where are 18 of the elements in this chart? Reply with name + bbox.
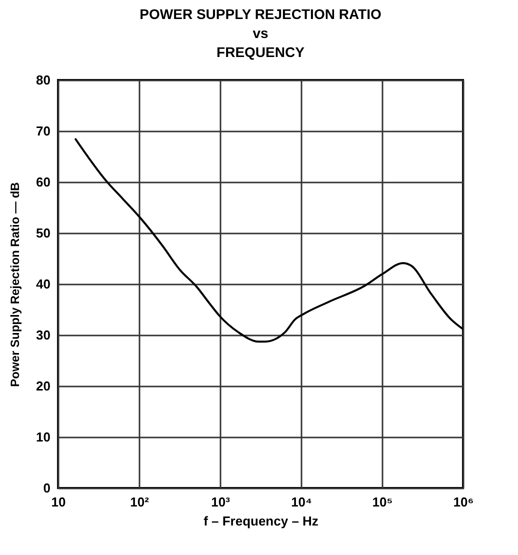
y-tick-label: 30 xyxy=(36,328,50,342)
x-tick-label: 10 xyxy=(51,494,66,510)
y-axis-title: Power Supply Rejection Ratio — dB xyxy=(8,182,22,387)
y-tick-label: 70 xyxy=(36,124,50,138)
chart-title: POWER SUPPLY REJECTION RATIO vs FREQUENCY xyxy=(140,6,382,60)
x-tick-label: 10² xyxy=(130,494,150,510)
x-tick-label: 10³ xyxy=(211,494,231,510)
y-tick-label: 80 xyxy=(36,72,50,88)
y-tick-label: 60 xyxy=(36,174,50,190)
y-tick-label: 20 xyxy=(36,378,50,394)
y-tick-label: 0 xyxy=(43,480,50,496)
y-tick-label: 40 xyxy=(36,276,50,292)
x-tick-label: 10⁴ xyxy=(291,494,312,510)
y-tick-label: 10 xyxy=(36,430,50,444)
x-tick-label: 10⁵ xyxy=(372,494,393,510)
x-axis-title: f – Frequency – Hz xyxy=(204,514,319,528)
x-tick-label: 10⁶ xyxy=(453,494,474,510)
y-tick-label: 50 xyxy=(36,226,50,240)
